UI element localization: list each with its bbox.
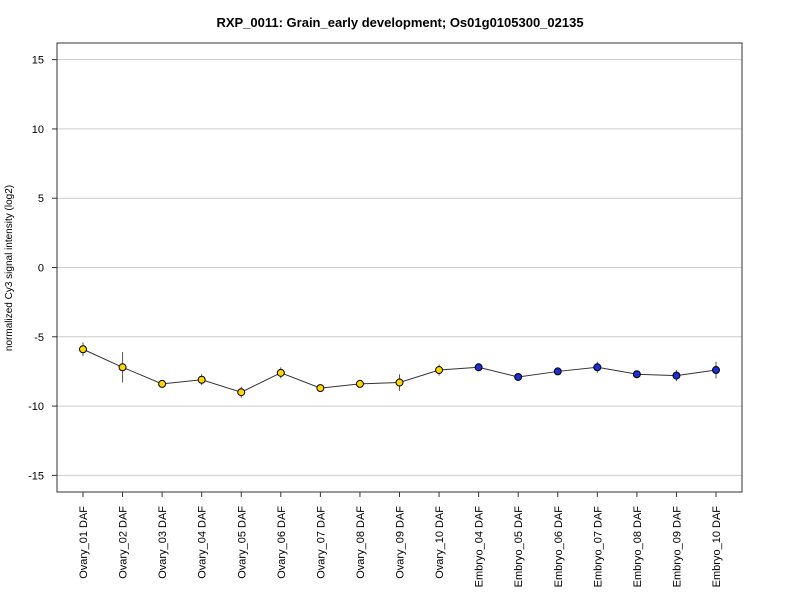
x-tick-label: Embryo_07 DAF (592, 506, 604, 588)
x-tick-label: Embryo_09 DAF (671, 506, 683, 588)
data-point (593, 363, 602, 372)
data-point (395, 378, 404, 387)
series-expression (79, 342, 720, 398)
x-tick-label: Ovary_05 DAF (236, 506, 248, 579)
x-tick-label: Embryo_08 DAF (632, 506, 644, 588)
x-tick-label: Ovary_10 DAF (434, 506, 446, 579)
x-tick-label: Embryo_06 DAF (553, 506, 565, 588)
y-tick-label: -5 (34, 332, 44, 344)
x-tick-label: Ovary_06 DAF (276, 506, 288, 579)
x-tick-label: Ovary_07 DAF (315, 506, 327, 579)
data-point (632, 370, 641, 379)
data-point (237, 388, 246, 397)
x-tick-label: Ovary_08 DAF (355, 506, 367, 579)
data-point (79, 345, 87, 354)
x-tick-label: Embryo_10 DAF (711, 506, 723, 588)
data-point (474, 363, 483, 372)
data-point (712, 366, 720, 375)
data-point (276, 368, 285, 377)
x-axis: Ovary_01 DAF Ovary_02 DAF Ovary_03 DAF Ovar… (78, 492, 723, 587)
chart-title: RXP_0011: Grain_early development; Os01g… (216, 15, 583, 30)
y-axis-label: normalized Cy3 signal intensity (log2) (4, 185, 15, 351)
y-tick-label: 15 (32, 55, 44, 67)
x-tick-label: Embryo_04 DAF (474, 506, 486, 588)
data-point (553, 367, 562, 376)
y-tick-label: -15 (28, 470, 44, 482)
grid-lines (57, 59, 742, 476)
x-tick-label: Ovary_09 DAF (395, 506, 407, 579)
y-axis: -15 -10 -5 0 5 10 15 (28, 55, 57, 482)
x-tick-label: Ovary_01 DAF (78, 506, 90, 579)
x-tick-label: Ovary_03 DAF (157, 506, 169, 579)
data-point (118, 363, 127, 372)
x-tick-label: Embryo_05 DAF (513, 506, 525, 588)
data-point (355, 379, 364, 388)
x-tick-label: Ovary_04 DAF (197, 506, 209, 579)
y-tick-label: 0 (38, 263, 44, 275)
data-point (316, 384, 325, 393)
y-tick-label: -10 (28, 401, 44, 413)
x-tick-label: Ovary_02 DAF (118, 506, 130, 579)
data-point (514, 372, 523, 381)
y-tick-label: 10 (32, 124, 44, 136)
data-point (435, 366, 444, 375)
data-point (158, 379, 167, 388)
y-tick-label: 5 (38, 193, 44, 205)
data-point (672, 371, 681, 380)
data-point (197, 375, 206, 384)
